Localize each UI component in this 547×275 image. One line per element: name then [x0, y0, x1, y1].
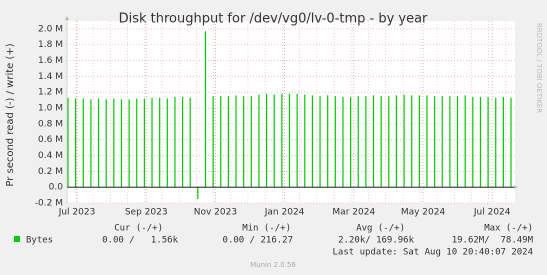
- bar: [441, 96, 443, 188]
- y-tick-label: 1.2 M: [38, 88, 63, 98]
- bar: [220, 96, 222, 188]
- bar: [227, 96, 229, 188]
- y-tick-label: 0.0: [49, 183, 64, 193]
- bar: [487, 96, 489, 188]
- bar: [288, 93, 291, 188]
- legend-header: Min (-/+): [242, 224, 291, 234]
- x-tick-label: Mar 2024: [332, 208, 375, 218]
- legend-value: 2.20k/ 169.96k: [338, 236, 414, 246]
- x-tick-label: Jul 2023: [58, 208, 96, 218]
- bar: [243, 96, 245, 188]
- bar: [113, 98, 115, 188]
- bar: [380, 96, 382, 188]
- x-tick-label: Nov 2023: [194, 208, 237, 218]
- bar: [334, 96, 336, 188]
- bar: [319, 96, 321, 188]
- bar: [75, 98, 77, 188]
- bar: [472, 96, 474, 188]
- axis-arrow: [514, 185, 518, 190]
- bar: [510, 97, 512, 188]
- bar: [143, 98, 145, 188]
- x-tick-label: Jan 2024: [264, 208, 305, 218]
- bar: [311, 95, 314, 188]
- bar: [350, 96, 352, 188]
- bar: [403, 94, 405, 188]
- bar: [151, 97, 153, 188]
- bar: [395, 95, 398, 188]
- bar: [357, 96, 359, 188]
- bar: [189, 97, 191, 188]
- bar: [97, 98, 100, 188]
- bar: [372, 95, 375, 188]
- y-tick-label: 1.8 M: [38, 40, 63, 50]
- bar: [181, 96, 184, 188]
- legend-value: 0.00 / 1.56k: [102, 236, 178, 246]
- bar: [304, 94, 306, 188]
- bar: [105, 99, 107, 188]
- bar: [479, 96, 482, 188]
- y-tick-label: 1.0 M: [38, 104, 63, 114]
- legend-header: Max (-/+): [484, 224, 533, 234]
- y-axis-label: Pr second read (-) / write (+): [5, 43, 16, 186]
- plot-area: [67, 21, 515, 203]
- last-update: Last update: Sat Aug 10 20:40:07 2024: [333, 248, 533, 258]
- watermark: RRDTOOL / TOBI OETIKER: [535, 23, 543, 113]
- y-tick-label: 1.6 M: [38, 56, 63, 66]
- legend-label: Bytes: [26, 236, 53, 246]
- legend-value: 0.00 / 216.27: [223, 236, 293, 246]
- bar: [204, 31, 207, 188]
- bar: [411, 95, 413, 188]
- y-tick-label: 0.4 M: [38, 151, 63, 161]
- bar: [174, 96, 176, 188]
- bar: [418, 95, 420, 188]
- y-tick-label: 2.0 M: [38, 24, 63, 34]
- bar: [159, 97, 161, 188]
- bar: [388, 96, 390, 188]
- bar: [464, 95, 466, 188]
- x-tick-label: May 2024: [401, 208, 446, 218]
- bar: [67, 97, 69, 188]
- bar: [212, 96, 214, 188]
- bar: [258, 94, 260, 188]
- legend-header: Avg (-/+): [356, 224, 405, 234]
- x-tick-label: Sep 2023: [125, 208, 168, 218]
- y-tick-label: 1.4 M: [38, 72, 63, 82]
- bar: [90, 99, 92, 188]
- bar: [502, 96, 504, 188]
- chart-title: Disk throughput for /dev/vg0/lv-0-tmp - …: [119, 12, 428, 27]
- y-tick-label: 0.8 M: [38, 119, 63, 129]
- y-tick-label: 0.2 M: [38, 167, 63, 177]
- bar: [166, 98, 168, 188]
- y-tick-label: -0.2 M: [35, 199, 63, 209]
- bar: [327, 95, 329, 188]
- bar: [197, 187, 199, 200]
- bar: [342, 96, 344, 188]
- legend-swatch: [14, 236, 20, 242]
- bar: [273, 94, 275, 188]
- bar: [281, 93, 283, 188]
- bar: [136, 98, 138, 188]
- bar: [296, 93, 298, 188]
- bar: [235, 95, 237, 188]
- x-tick-label: Jul 2024: [473, 208, 511, 218]
- axis-arrow: [65, 16, 69, 20]
- bar: [365, 96, 367, 188]
- bar: [128, 99, 130, 188]
- legend-value: 19.62M/ 78.49M: [452, 236, 534, 246]
- bar: [250, 96, 252, 188]
- bar: [449, 96, 451, 188]
- footer: Munin 2.0.56: [250, 261, 296, 269]
- bar: [495, 97, 497, 188]
- bar: [120, 99, 123, 188]
- bar: [434, 96, 436, 188]
- bar: [265, 93, 268, 188]
- legend-header: Cur (-/+): [114, 224, 163, 234]
- bar: [456, 96, 459, 188]
- bar: [426, 95, 428, 188]
- y-tick-label: 0.6 M: [38, 135, 63, 145]
- bar: [82, 98, 84, 188]
